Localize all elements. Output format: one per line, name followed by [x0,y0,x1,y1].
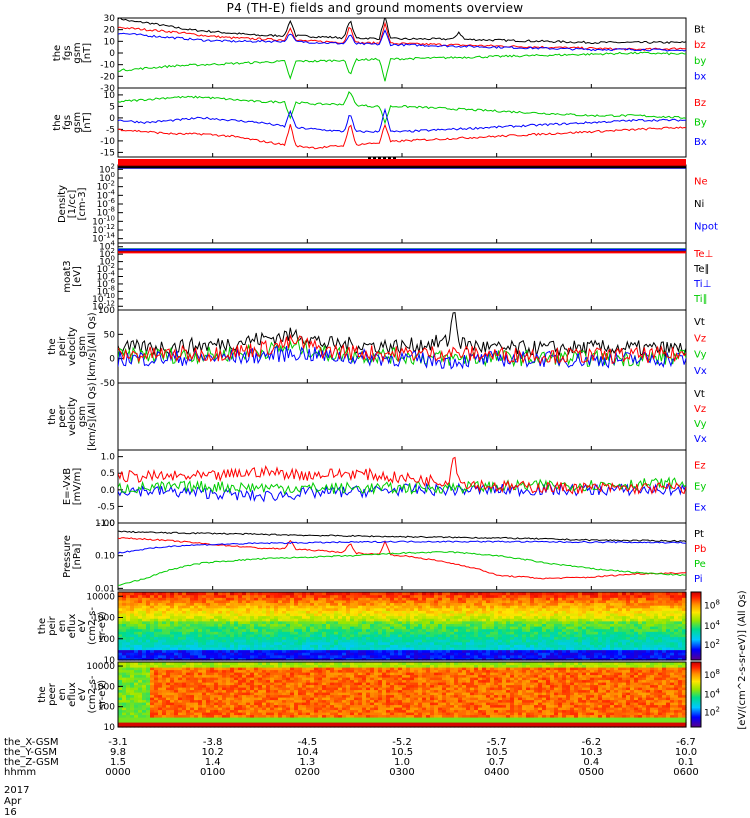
legend-vx: Vx [694,366,707,377]
series-line-red [118,538,686,579]
y-tick-label: 0 [109,355,115,365]
y-axis-label-line: [eV] [72,266,83,287]
y-tick-label: -15 [100,148,115,158]
panel-frame [118,383,686,450]
y-tick-label: -10 [100,61,115,71]
legend-vy: Vy [694,419,707,430]
legend-ex: Ex [694,502,706,513]
y-tick-label: 10 [104,37,116,47]
y-tick-label: 5 [109,102,115,112]
legend-vz: Vz [694,333,706,344]
y-tick-label: 1.0 [101,453,116,463]
y-axis-label: Density[1/cc][cm-3] [57,185,88,223]
legend-bz: Bz [694,98,706,109]
legend-ni: Ni [694,199,704,210]
series-line-red [118,124,686,148]
panel-p3: 10210010-210-410-610-810-1010-1210-14NeN… [57,162,718,244]
legend-pb: Pb [694,544,706,555]
y-tick-label: -50 [100,379,115,389]
y-axis-label: Pressure[nPa] [62,535,83,578]
legend-pi: Pi [694,574,703,585]
y-axis-label-line: [nPa] [72,543,83,569]
y-tick-label: 0.5 [101,469,115,479]
series-line-green [118,552,686,586]
y-axis-label-line: [nT] [82,43,93,63]
legend-ez: Ez [694,461,706,472]
legend-te∥: Te∥ [693,264,710,275]
spectrogram-p9 [118,592,687,661]
y-tick-label: 1.00 [95,519,115,529]
series-line-red [118,23,686,50]
legend-ne: Ne [694,177,708,188]
series-line-black [118,16,686,43]
y-axis-label: moat3[eV] [62,260,83,292]
y-tick-label: 0 [109,49,115,59]
y-axis-label-line: sr-eV) [97,611,108,640]
legend-bx: bx [694,71,706,82]
legend-pt: Pt [694,529,704,540]
panel-p4: 10410210010-210-410-610-810-1010-12Te⊥Te… [62,240,713,313]
legend-te⊥: Te⊥ [693,249,713,260]
y-tick-label: -5 [106,125,115,135]
panel-frame [118,165,686,243]
y-axis-label-line: [km/s](All Qs) [87,312,98,380]
series-line-blue [118,541,686,554]
y-tick-label: 0 [109,114,115,124]
panel-frame [118,18,686,88]
legend-pe: Pe [694,559,706,570]
legend-bz: bz [694,40,706,51]
y-tick-label: -20 [100,72,115,82]
y-tick-label: 0.10 [95,552,115,562]
legend-vy: Vy [694,350,707,361]
legend-ey: Ey [694,482,706,493]
y-axis-label: E=-VxB[mV/m] [62,468,83,506]
y-tick-label: 50 [104,330,116,340]
series-line-green [118,52,686,81]
y-axis-label-line: [cm-3] [77,187,88,220]
panel-frame [118,310,686,383]
legend-vt: Vt [694,317,705,328]
y-axis-label-line: [mV/m] [72,468,83,506]
y-tick-label: 10 [104,91,116,101]
legend-vx: Vx [694,434,707,445]
y-tick-label: 20 [104,26,116,36]
series-line-black [118,531,686,542]
legend-vz: Vz [694,404,706,415]
y-tick-label: 30 [104,14,116,24]
legend-bt: Bt [694,25,705,36]
y-tick-label: 100 [98,306,115,316]
series-line-blue [118,484,686,501]
legend-ti∥: Ti∥ [693,294,708,305]
y-axis-label-line: [km/s](All Qs) [87,382,98,450]
legend-ti⊥: Ti⊥ [693,279,711,290]
legend-npot: Npot [694,221,718,232]
series-line-blue [118,110,686,133]
legend-by: By [694,118,707,129]
legend-vt: Vt [694,389,705,400]
legend-by: by [694,56,706,67]
legend-bx: Bx [694,137,707,148]
y-tick-label: -0.5 [97,502,115,512]
y-tick-label: -10 [100,137,115,147]
spectrogram-p10 [118,662,687,728]
y-tick-label: 0.0 [101,486,116,496]
y-tick-label: 10000 [86,592,115,602]
y-axis-label-line: [nT] [82,112,93,132]
